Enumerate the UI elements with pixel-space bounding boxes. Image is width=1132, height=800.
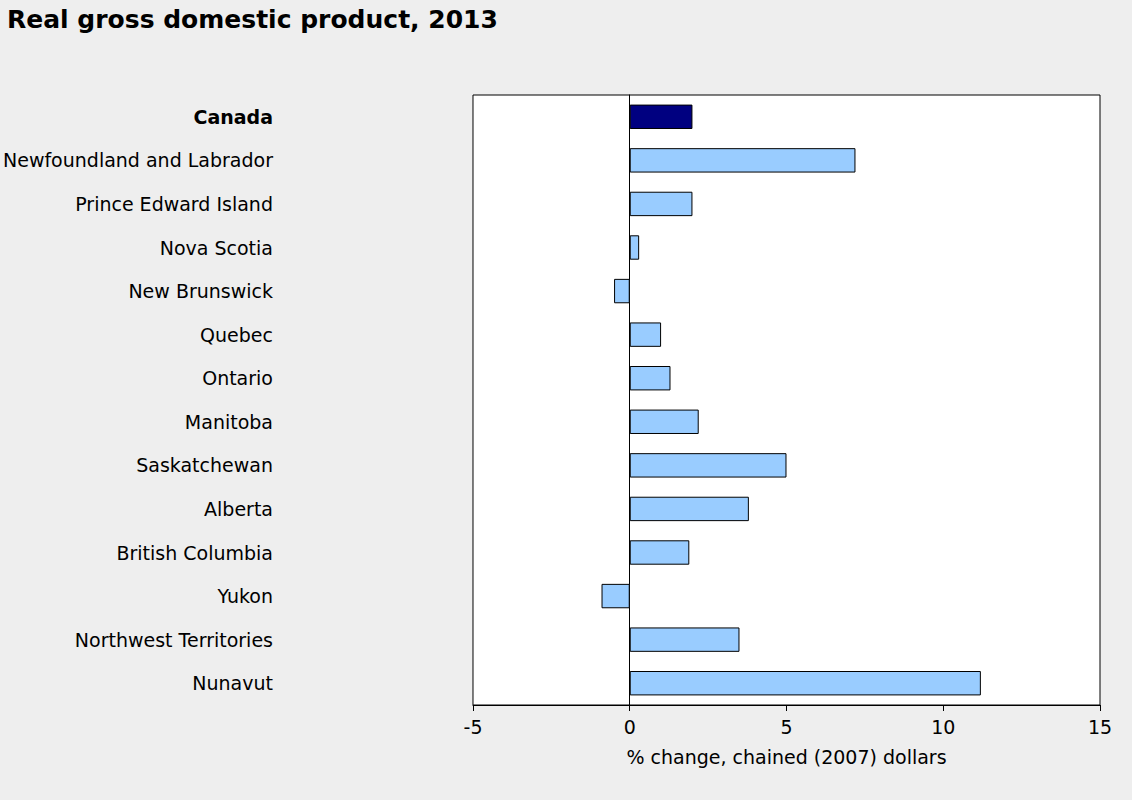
svg-text:New Brunswick: New Brunswick [128, 280, 273, 302]
svg-text:Manitoba: Manitoba [185, 411, 273, 433]
svg-text:5: 5 [780, 716, 792, 738]
svg-text:Ontario: Ontario [202, 367, 273, 389]
svg-text:-5: -5 [464, 716, 483, 738]
svg-text:British Columbia: British Columbia [116, 542, 273, 564]
svg-text:Northwest Territories: Northwest Territories [75, 629, 273, 651]
svg-text:0: 0 [624, 716, 636, 738]
svg-text:Canada: Canada [193, 106, 273, 128]
svg-text:Saskatchewan: Saskatchewan [136, 454, 273, 476]
svg-text:Nunavut: Nunavut [192, 672, 273, 694]
svg-text:Nova Scotia: Nova Scotia [160, 237, 273, 259]
svg-text:Real gross domestic product, 2: Real gross domestic product, 2013 [7, 5, 498, 34]
svg-text:% change, chained (2007) dolla: % change, chained (2007) dollars [626, 746, 946, 768]
svg-text:10: 10 [931, 716, 955, 738]
svg-text:Newfoundland and Labrador: Newfoundland and Labrador [3, 149, 273, 171]
svg-text:Alberta: Alberta [204, 498, 273, 520]
svg-text:Quebec: Quebec [200, 324, 273, 346]
svg-text:15: 15 [1088, 716, 1112, 738]
svg-text:Prince Edward Island: Prince Edward Island [75, 193, 273, 215]
svg-text:Yukon: Yukon [217, 585, 273, 607]
